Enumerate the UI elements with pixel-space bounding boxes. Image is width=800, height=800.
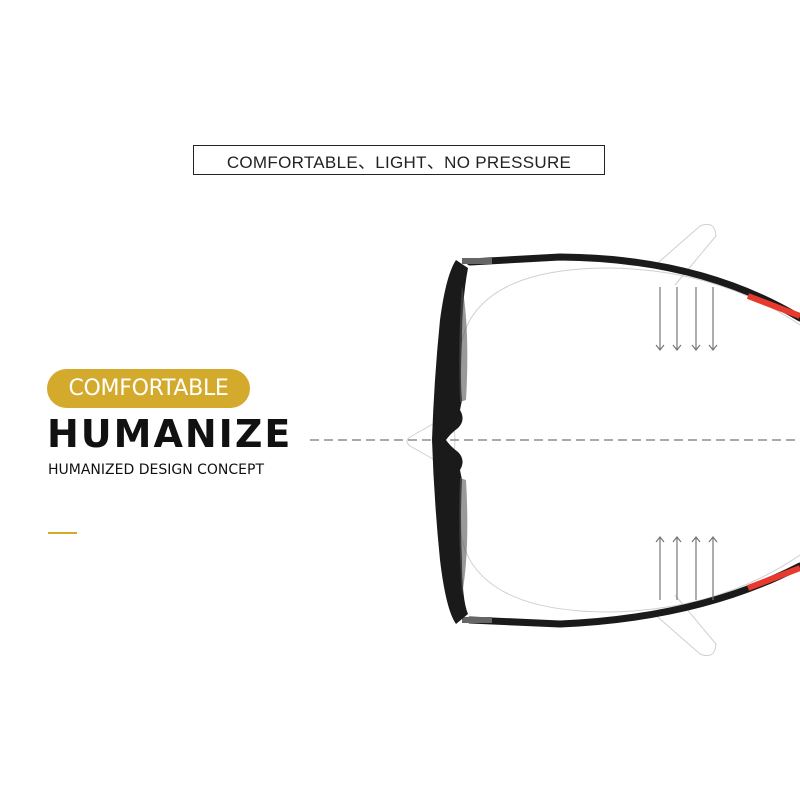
arrow-down-icon	[655, 287, 665, 351]
feature-badge: COMFORTABLE	[47, 369, 250, 408]
arrow-up-icon	[672, 536, 682, 600]
frame-front	[432, 260, 468, 624]
arrow-down-icon	[672, 287, 682, 351]
arrow-up-icon	[691, 536, 701, 600]
feature-subtitle: HUMANIZED DESIGN CONCEPT	[48, 462, 264, 478]
lens-bottom	[459, 478, 468, 595]
arrow-down-icon	[708, 287, 718, 351]
temple-tip-bottom	[746, 565, 800, 591]
pressure-arrows-up	[655, 536, 718, 600]
nose-outline	[406, 419, 441, 464]
temple-bottom	[466, 562, 800, 628]
lens-top	[459, 285, 468, 402]
accent-divider	[48, 532, 77, 534]
temple-top	[466, 253, 800, 322]
arrow-down-icon	[691, 287, 701, 351]
ear-outline-top	[651, 223, 717, 286]
pressure-arrows-down	[655, 287, 718, 351]
arrow-up-icon	[708, 536, 718, 600]
page-title: COMFORTABLE、LIGHT、NO PRESSURE	[193, 145, 605, 175]
feature-headline: HUMANIZE	[47, 412, 293, 456]
hinge-bottom	[462, 617, 492, 623]
hinge-top	[462, 258, 492, 264]
temple-tip-top	[746, 293, 800, 319]
arrow-up-icon	[655, 536, 665, 600]
ear-outline-bottom	[651, 594, 717, 657]
